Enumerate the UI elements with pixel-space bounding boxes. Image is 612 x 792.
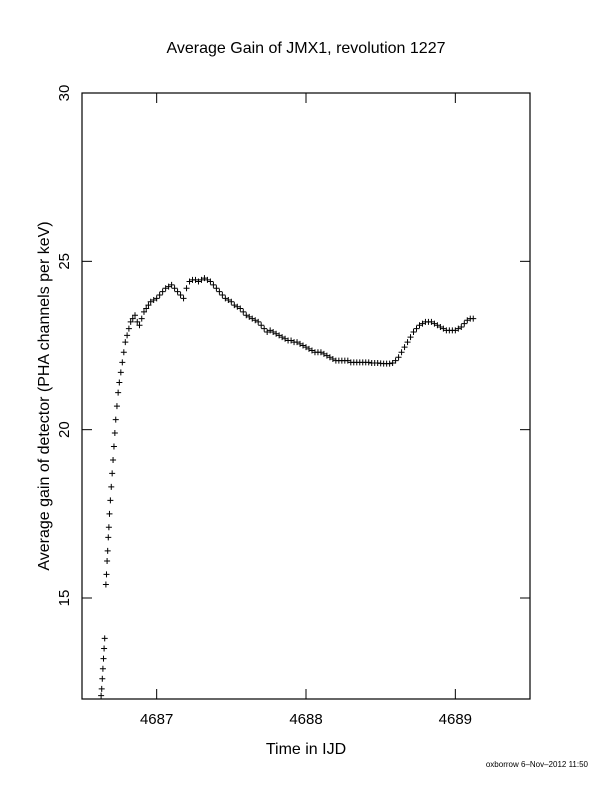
data-point [407, 334, 414, 341]
data-point [136, 322, 143, 329]
data-point [207, 278, 214, 285]
data-point [228, 298, 235, 305]
data-point [210, 281, 217, 288]
data-point [119, 359, 126, 366]
data-point [404, 339, 411, 346]
data-point [120, 349, 127, 356]
data-point [365, 359, 372, 366]
data-point [132, 312, 139, 319]
data-point [110, 443, 117, 450]
data-point [461, 320, 468, 327]
data-point [104, 547, 111, 554]
data-point [113, 403, 120, 410]
data-point [124, 332, 131, 339]
data-point [129, 315, 136, 322]
data-point [103, 571, 110, 578]
y-tick-label: 15 [56, 590, 73, 607]
data-point [101, 645, 108, 652]
x-tick-label: 4688 [289, 711, 322, 728]
data-point [116, 379, 123, 386]
y-axis: 15 20 25 30 [56, 85, 530, 607]
data-point [395, 354, 402, 361]
data-point [470, 315, 477, 322]
data-point [168, 281, 175, 288]
data-point [458, 323, 465, 330]
data-point [125, 325, 132, 332]
data-point [258, 322, 265, 329]
y-axis-label: Average gain of detector (PHA channels p… [36, 221, 53, 570]
data-point [100, 655, 107, 662]
data-point [153, 295, 160, 302]
data-point [108, 483, 115, 490]
x-axis-label: Time in IJD [266, 741, 346, 758]
data-point [392, 357, 399, 364]
data-point [134, 318, 141, 325]
x-tick-label: 4689 [439, 711, 472, 728]
data-point [111, 430, 118, 437]
data-point [104, 557, 111, 564]
data-point [219, 292, 226, 298]
data-point [138, 315, 145, 322]
footer-stamp: oxborrow 6–Nov–2012 11:50 [486, 760, 589, 769]
data-point [107, 497, 114, 504]
data-point [213, 285, 220, 292]
data-point [237, 305, 244, 312]
data-point [105, 524, 112, 531]
data-point [99, 675, 106, 682]
data-point [102, 581, 109, 588]
data-point [413, 325, 420, 332]
data-point [261, 325, 268, 332]
data-point [98, 692, 105, 699]
data-point [410, 329, 417, 336]
data-point [101, 635, 108, 642]
data-point [112, 416, 119, 423]
data-point [105, 534, 112, 541]
y-tick-label: 30 [56, 85, 73, 102]
data-point [398, 349, 405, 356]
data-point [240, 308, 247, 315]
data-series [98, 275, 477, 699]
plot-frame [81, 92, 531, 700]
data-point [117, 369, 124, 376]
x-tick-label: 4687 [140, 711, 173, 728]
data-point [110, 456, 117, 463]
chart-title: Average Gain of JMX1, revolution 1227 [167, 40, 446, 57]
x-axis: 4687 4688 4689 [140, 93, 472, 728]
data-point [401, 344, 408, 351]
data-point [127, 318, 134, 325]
data-point [180, 295, 187, 302]
data-point [145, 302, 152, 309]
data-point [109, 470, 116, 477]
data-point [174, 288, 181, 295]
data-point [386, 360, 393, 367]
data-point [216, 288, 223, 295]
data-point [171, 285, 178, 292]
data-point [183, 285, 190, 292]
data-point [99, 665, 106, 672]
data-point [159, 288, 166, 295]
data-point [255, 318, 262, 325]
data-point [115, 389, 122, 396]
data-point [106, 510, 113, 517]
y-tick-label: 20 [56, 421, 73, 438]
data-point [98, 685, 105, 692]
data-point [122, 339, 129, 346]
data-point [140, 308, 147, 315]
y-tick-label: 25 [56, 253, 73, 270]
data-point [156, 292, 163, 298]
data-point [177, 292, 184, 298]
data-point [143, 305, 150, 312]
